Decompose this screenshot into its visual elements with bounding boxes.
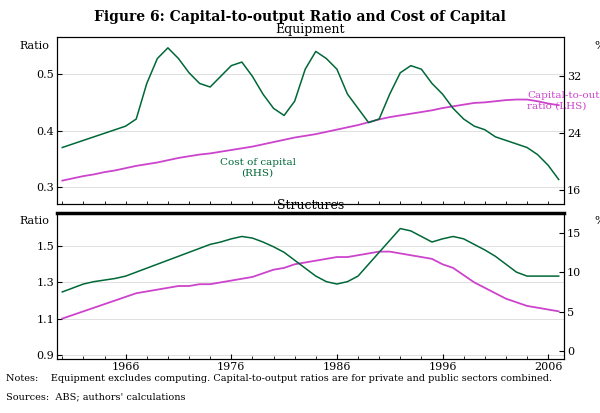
Text: %: %	[595, 216, 600, 225]
Text: Sources:  ABS; authors' calculations: Sources: ABS; authors' calculations	[6, 392, 185, 401]
Text: Cost of capital
(RHS): Cost of capital (RHS)	[220, 158, 296, 177]
Text: Figure 6: Capital-to-output Ratio and Cost of Capital: Figure 6: Capital-to-output Ratio and Co…	[94, 10, 506, 24]
Text: Capital-to-output
ratio (LHS): Capital-to-output ratio (LHS)	[527, 91, 600, 110]
Text: %: %	[595, 40, 600, 50]
Title: Structures: Structures	[277, 199, 344, 211]
Title: Equipment: Equipment	[276, 23, 345, 36]
Text: Ratio: Ratio	[19, 216, 49, 225]
Text: Ratio: Ratio	[19, 40, 49, 50]
Text: Notes:    Equipment excludes computing. Capital-to-output ratios are for private: Notes: Equipment excludes computing. Cap…	[6, 374, 552, 383]
